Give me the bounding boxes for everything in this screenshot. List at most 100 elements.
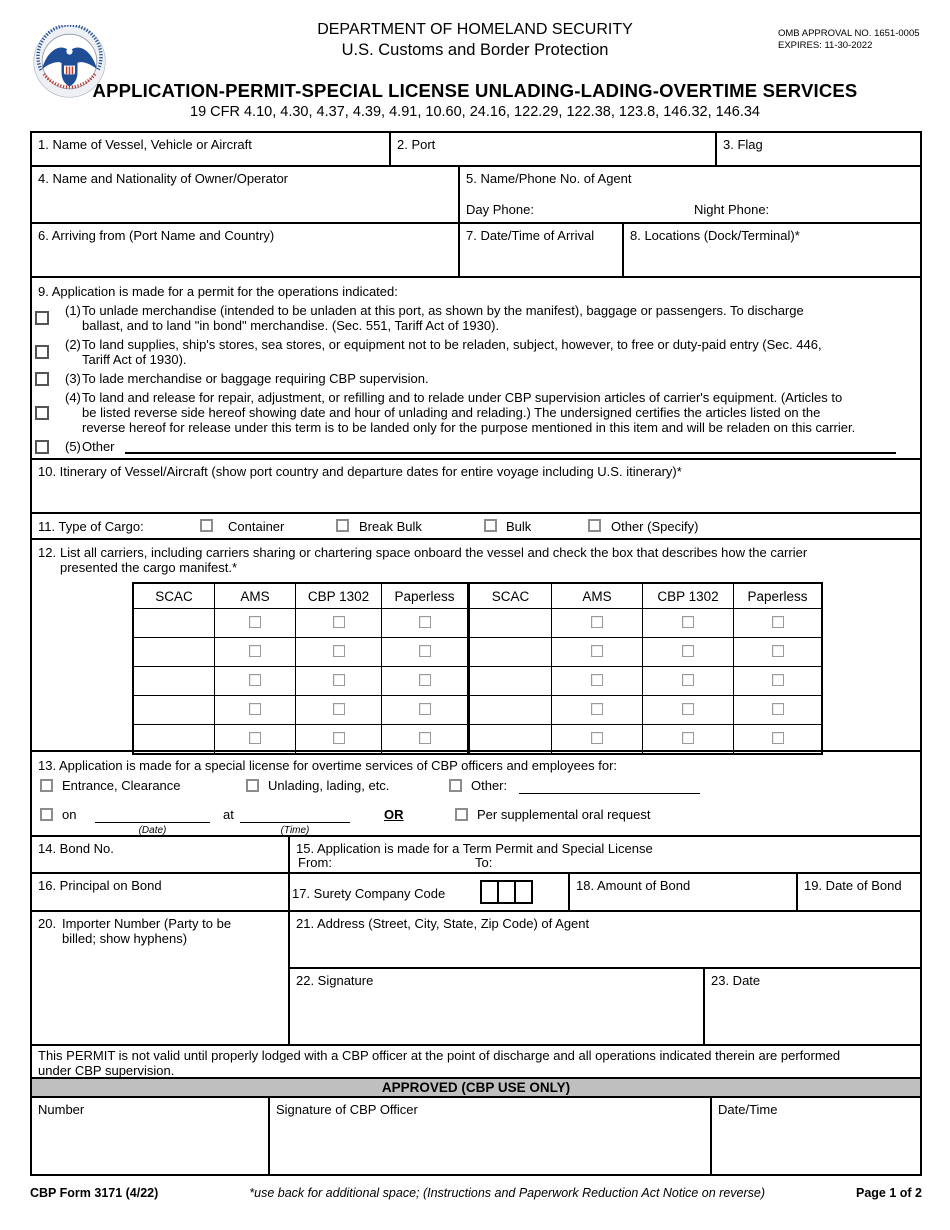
checkbox-ams[interactable] xyxy=(249,615,261,628)
checkbox-land-supplies[interactable] xyxy=(35,345,49,359)
field-4-owner-operator[interactable]: 4. Name and Nationality of Owner/Operato… xyxy=(32,167,460,222)
checkbox-container[interactable] xyxy=(200,519,213,532)
carrier-cell xyxy=(214,637,296,667)
checkbox-ams[interactable] xyxy=(249,702,261,715)
row-bond-term-permit: 14. Bond No. 15. Application is made for… xyxy=(32,837,920,874)
scac-write-in-cell[interactable] xyxy=(467,608,552,638)
checkbox-paperless[interactable] xyxy=(771,673,784,686)
field-18-bond-amount[interactable]: 18. Amount of Bond xyxy=(570,874,798,910)
scac-write-in-cell[interactable] xyxy=(132,637,215,667)
checkbox-ams[interactable] xyxy=(591,644,603,657)
surety-code-box-3[interactable] xyxy=(514,880,533,904)
checkbox-on-date[interactable] xyxy=(40,808,53,821)
section-12-label-wrap: 12. List all carriers, including carrier… xyxy=(38,545,914,575)
field-15-term-permit[interactable]: 15. Application is made for a Term Permi… xyxy=(290,837,920,872)
checkbox-lade-merchandise[interactable] xyxy=(35,371,49,386)
date-write-in-line[interactable] xyxy=(95,806,210,823)
checkbox-paperless[interactable] xyxy=(771,615,784,628)
field-14-bond-no[interactable]: 14. Bond No. xyxy=(32,837,290,872)
checkbox-supplemental-oral-request[interactable] xyxy=(455,808,468,821)
checkbox-break-bulk[interactable] xyxy=(336,519,349,532)
field-22-signature[interactable]: 22. Signature xyxy=(290,969,705,1044)
field-5-agent[interactable]: 5. Name/Phone No. of Agent Day Phone: Ni… xyxy=(460,167,920,222)
approved-datetime[interactable]: Date/Time xyxy=(712,1098,920,1174)
field-1-vessel-name[interactable]: 1. Name of Vessel, Vehicle or Aircraft xyxy=(32,133,391,165)
checkbox-ams[interactable] xyxy=(249,673,261,686)
term-from-label[interactable]: From: xyxy=(298,855,332,870)
checkbox-paperless[interactable] xyxy=(771,702,784,715)
field-16-label: 16. Principal on Bond xyxy=(38,878,162,893)
checkbox-cbp-1302[interactable] xyxy=(682,644,694,657)
field-8-locations[interactable]: 8. Locations (Dock/Terminal)* xyxy=(624,224,920,276)
night-phone-label[interactable]: Night Phone: xyxy=(694,202,770,217)
other-operation-write-in-line[interactable] xyxy=(124,439,896,454)
field-23-date[interactable]: 23. Date xyxy=(705,969,920,1044)
day-phone-label[interactable]: Day Phone: xyxy=(466,202,534,217)
section-12-carriers: 12. List all carriers, including carrier… xyxy=(32,540,920,755)
field-15-label: 15. Application is made for a Term Permi… xyxy=(296,841,653,856)
checkbox-unlading-lading[interactable] xyxy=(246,779,259,792)
checkbox-unlade-merchandise[interactable] xyxy=(35,311,49,325)
scac-write-in-cell[interactable] xyxy=(132,666,215,696)
carrier-cell xyxy=(295,608,382,638)
checkbox-bulk[interactable] xyxy=(484,519,497,532)
checkbox-cbp-1302[interactable] xyxy=(332,702,345,715)
col-header-ams-1: AMS xyxy=(214,582,296,609)
carrier-cell xyxy=(642,724,734,755)
checkbox-entrance-clearance[interactable] xyxy=(40,779,53,792)
field-2-label: 2. Port xyxy=(397,137,436,152)
checkbox-cbp-1302[interactable] xyxy=(332,731,345,744)
scac-write-in-cell[interactable] xyxy=(467,695,552,725)
checkbox-paperless[interactable] xyxy=(771,644,784,657)
field-3-flag[interactable]: 3. Flag xyxy=(717,133,920,165)
checkbox-cbp-1302[interactable] xyxy=(332,673,345,686)
field-2-port[interactable]: 2. Port xyxy=(391,133,717,165)
checkbox-ams[interactable] xyxy=(249,731,261,744)
checkbox-ams[interactable] xyxy=(591,731,603,744)
field-8-label: 8. Locations (Dock/Terminal)* xyxy=(630,228,800,243)
checkbox-cbp-1302[interactable] xyxy=(332,644,345,657)
field-6-arriving-from[interactable]: 6. Arriving from (Port Name and Country) xyxy=(32,224,460,276)
checkbox-cbp-1302[interactable] xyxy=(682,702,694,715)
operation-item-1: (1) To unlade merchandise (intended to b… xyxy=(33,303,910,333)
checkbox-cargo-other[interactable] xyxy=(588,519,601,532)
checkbox-ams[interactable] xyxy=(591,702,603,715)
checkbox-overtime-other[interactable] xyxy=(449,779,462,792)
scac-write-in-cell[interactable] xyxy=(132,695,215,725)
other-write-in-line[interactable] xyxy=(519,777,700,794)
row-importer-agent: 20. Importer Number (Party to be billed;… xyxy=(32,912,920,1046)
time-write-in-line[interactable] xyxy=(240,806,350,823)
field-17-surety-code: 17. Surety Company Code xyxy=(290,874,570,910)
checkbox-cbp-1302[interactable] xyxy=(682,673,694,686)
checkbox-ams[interactable] xyxy=(249,644,261,657)
checkbox-land-and-release[interactable] xyxy=(35,405,49,420)
scac-write-in-cell[interactable] xyxy=(467,666,552,696)
checkbox-paperless[interactable] xyxy=(418,644,431,657)
checkbox-paperless[interactable] xyxy=(418,615,431,628)
field-16-principal-on-bond[interactable]: 16. Principal on Bond xyxy=(32,874,290,910)
checkbox-paperless[interactable] xyxy=(418,673,431,686)
field-20-importer-number[interactable]: 20. Importer Number (Party to be billed;… xyxy=(32,912,290,1044)
checkbox-paperless[interactable] xyxy=(418,731,431,744)
field-21-agent-address[interactable]: 21. Address (Street, City, State, Zip Co… xyxy=(290,912,920,969)
field-19-bond-date[interactable]: 19. Date of Bond xyxy=(798,874,920,910)
section-10-itinerary[interactable]: 10. Itinerary of Vessel/Aircraft (show p… xyxy=(32,460,920,514)
omb-expiration: EXPIRES: 11-30-2022 xyxy=(778,40,873,51)
checkbox-paperless[interactable] xyxy=(418,702,431,715)
scac-write-in-cell[interactable] xyxy=(467,637,552,667)
checkbox-ams[interactable] xyxy=(591,615,603,628)
field-7-arrival-datetime[interactable]: 7. Date/Time of Arrival xyxy=(460,224,624,276)
approved-officer-signature[interactable]: Signature of CBP Officer xyxy=(270,1098,712,1174)
checkbox-other-operation[interactable] xyxy=(35,439,49,454)
term-to-label[interactable]: To: xyxy=(475,855,493,870)
scac-write-in-cell[interactable] xyxy=(132,724,215,755)
checkbox-paperless[interactable] xyxy=(771,731,784,744)
approved-number[interactable]: Number xyxy=(32,1098,270,1174)
checkbox-cbp-1302[interactable] xyxy=(332,615,345,628)
checkbox-cbp-1302[interactable] xyxy=(682,615,694,628)
scac-write-in-cell[interactable] xyxy=(467,724,552,755)
checkbox-ams[interactable] xyxy=(591,673,603,686)
scac-write-in-cell[interactable] xyxy=(132,608,215,638)
checkbox-cbp-1302[interactable] xyxy=(682,731,694,744)
